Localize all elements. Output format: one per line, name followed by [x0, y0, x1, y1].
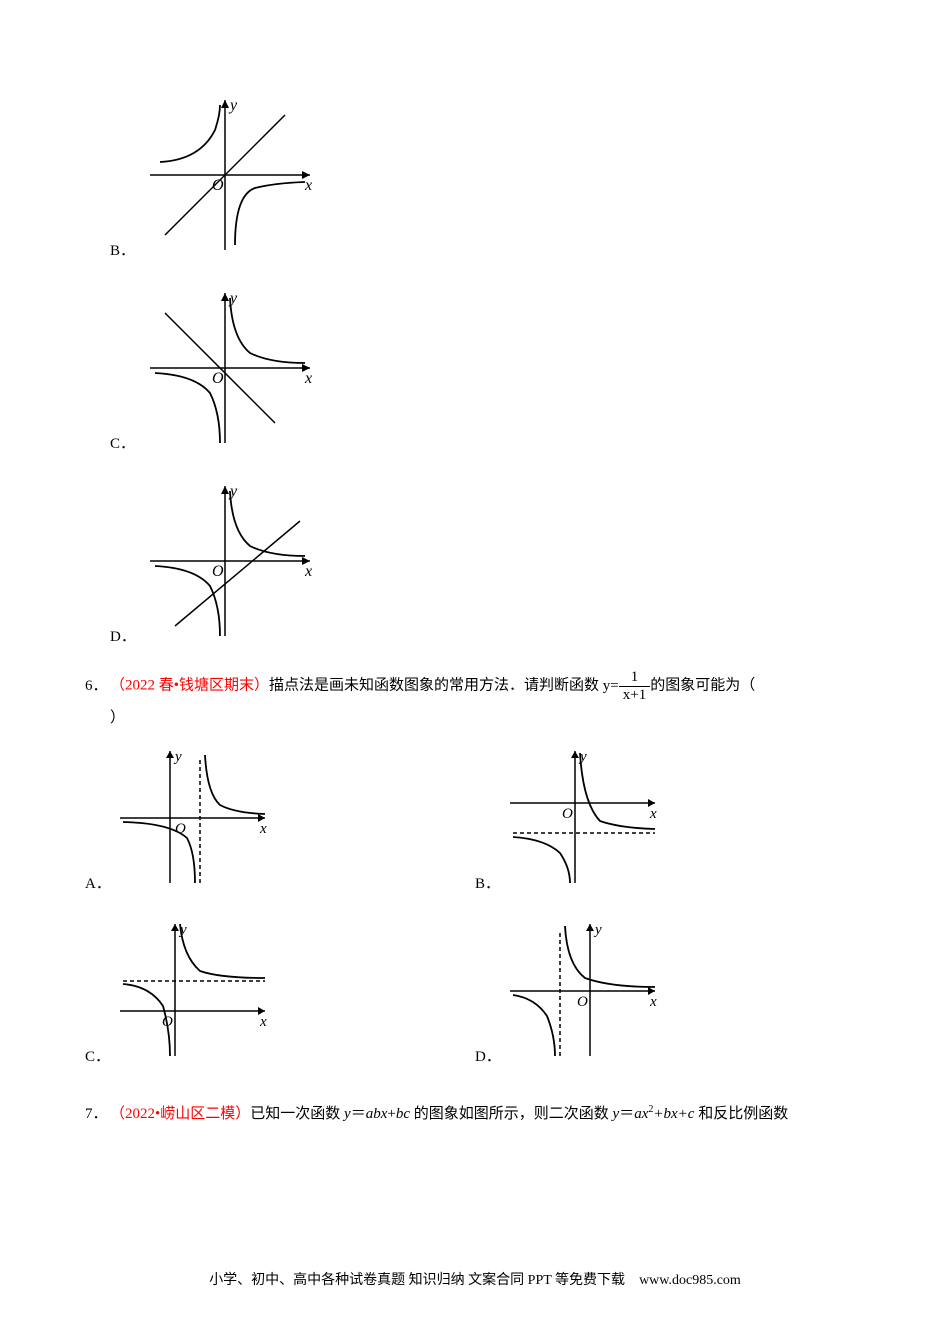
- graph-c-svg: y x O: [140, 283, 320, 453]
- q6-label-a: A．: [85, 872, 115, 901]
- svg-text:O: O: [562, 806, 573, 822]
- graph-b: y x O: [140, 90, 320, 268]
- axis-label-y: y: [228, 97, 238, 114]
- graph-c: y x O: [140, 283, 320, 461]
- q6-label-d: D．: [475, 1045, 505, 1074]
- svg-text:x: x: [649, 994, 657, 1010]
- svg-text:O: O: [577, 994, 588, 1010]
- q6-frac-num: 1: [619, 669, 650, 687]
- svg-text:y: y: [228, 483, 238, 500]
- origin-label: O: [212, 177, 224, 194]
- graph-d: y x O: [140, 476, 320, 654]
- q6-options-grid: A． y x O: [85, 743, 865, 1089]
- q6-graph-a: y x O: [115, 743, 275, 901]
- q6-option-a: A． y x O: [85, 743, 475, 901]
- q6-body: （2022 春•钱塘区期末）描点法是画未知函数图象的常用方法．请判断函数 y=1…: [110, 669, 865, 703]
- q6-graph-b: y x O: [505, 743, 665, 901]
- svg-text:x: x: [304, 370, 312, 387]
- q7-source: （2022•崂山区二模）: [110, 1106, 250, 1122]
- q6-fraction: 1x+1: [619, 669, 650, 703]
- q7-t2: 的图象如图所示，则二次函数: [414, 1106, 613, 1122]
- svg-text:O: O: [162, 1014, 173, 1030]
- q6-pretext: 描点法是画未知函数图象的常用方法．请判断函数: [269, 677, 599, 693]
- svg-text:y: y: [228, 290, 238, 307]
- q6-closing: ）: [110, 703, 865, 733]
- option-c-row: C． y x O: [85, 283, 865, 461]
- q7-number: 7．: [85, 1102, 110, 1126]
- svg-text:x: x: [649, 806, 657, 822]
- svg-text:O: O: [175, 821, 186, 837]
- q6-option-c: C． y x O: [85, 916, 475, 1074]
- q6-formula-y: y=: [603, 678, 619, 694]
- q6-source: （2022 春•钱塘区期末）: [110, 677, 269, 693]
- q7-body: （2022•崂山区二模）已知一次函数 y＝abx+bc 的图象如图所示，则二次函…: [110, 1099, 865, 1129]
- svg-text:x: x: [259, 821, 267, 837]
- question-6: 6． （2022 春•钱塘区期末）描点法是画未知函数图象的常用方法．请判断函数 …: [85, 669, 865, 1089]
- svg-text:y: y: [578, 749, 587, 765]
- option-label-d: D．: [110, 625, 140, 654]
- footer-text: 小学、初中、高中各种试卷真题 知识归纳 文案合同 PPT 等免费下载: [209, 1273, 625, 1288]
- svg-text:y: y: [593, 922, 602, 938]
- footer-url: www.doc985.com: [639, 1273, 741, 1288]
- q6-number: 6．: [85, 674, 110, 698]
- q6-option-b: B． y x O: [475, 743, 865, 901]
- page-footer: 小学、初中、高中各种试卷真题 知识归纳 文案合同 PPT 等免费下载 www.d…: [0, 1269, 950, 1289]
- q6-graph-d: y x O: [505, 916, 665, 1074]
- svg-text:y: y: [173, 749, 182, 765]
- q6-label-b: B．: [475, 872, 505, 901]
- q6-frac-den: x+1: [619, 687, 650, 704]
- q7-t1: 已知一次函数: [250, 1106, 344, 1122]
- document-page: B． y x O C．: [0, 0, 950, 1189]
- option-label-c: C．: [110, 432, 140, 461]
- graph-b-svg: y x O: [140, 90, 320, 260]
- q6-graph-c: y x O: [115, 916, 275, 1074]
- q7-t3: 和反比例函数: [698, 1106, 788, 1122]
- option-label-b: B．: [110, 239, 140, 268]
- svg-text:O: O: [212, 370, 224, 387]
- option-b-row: B． y x O: [85, 90, 865, 268]
- svg-text:y: y: [178, 922, 187, 938]
- q6-option-d: D． y x O: [475, 916, 865, 1074]
- svg-text:x: x: [259, 1014, 267, 1030]
- graph-d-svg: y x O: [140, 476, 320, 646]
- axis-label-x: x: [304, 177, 312, 194]
- svg-text:x: x: [304, 563, 312, 580]
- svg-text:O: O: [212, 563, 224, 580]
- question-7: 7． （2022•崂山区二模）已知一次函数 y＝abx+bc 的图象如图所示，则…: [85, 1099, 865, 1129]
- option-d-row: D． y x O: [85, 476, 865, 654]
- q6-posttext: 的图象可能为（: [650, 677, 755, 693]
- q6-label-c: C．: [85, 1045, 115, 1074]
